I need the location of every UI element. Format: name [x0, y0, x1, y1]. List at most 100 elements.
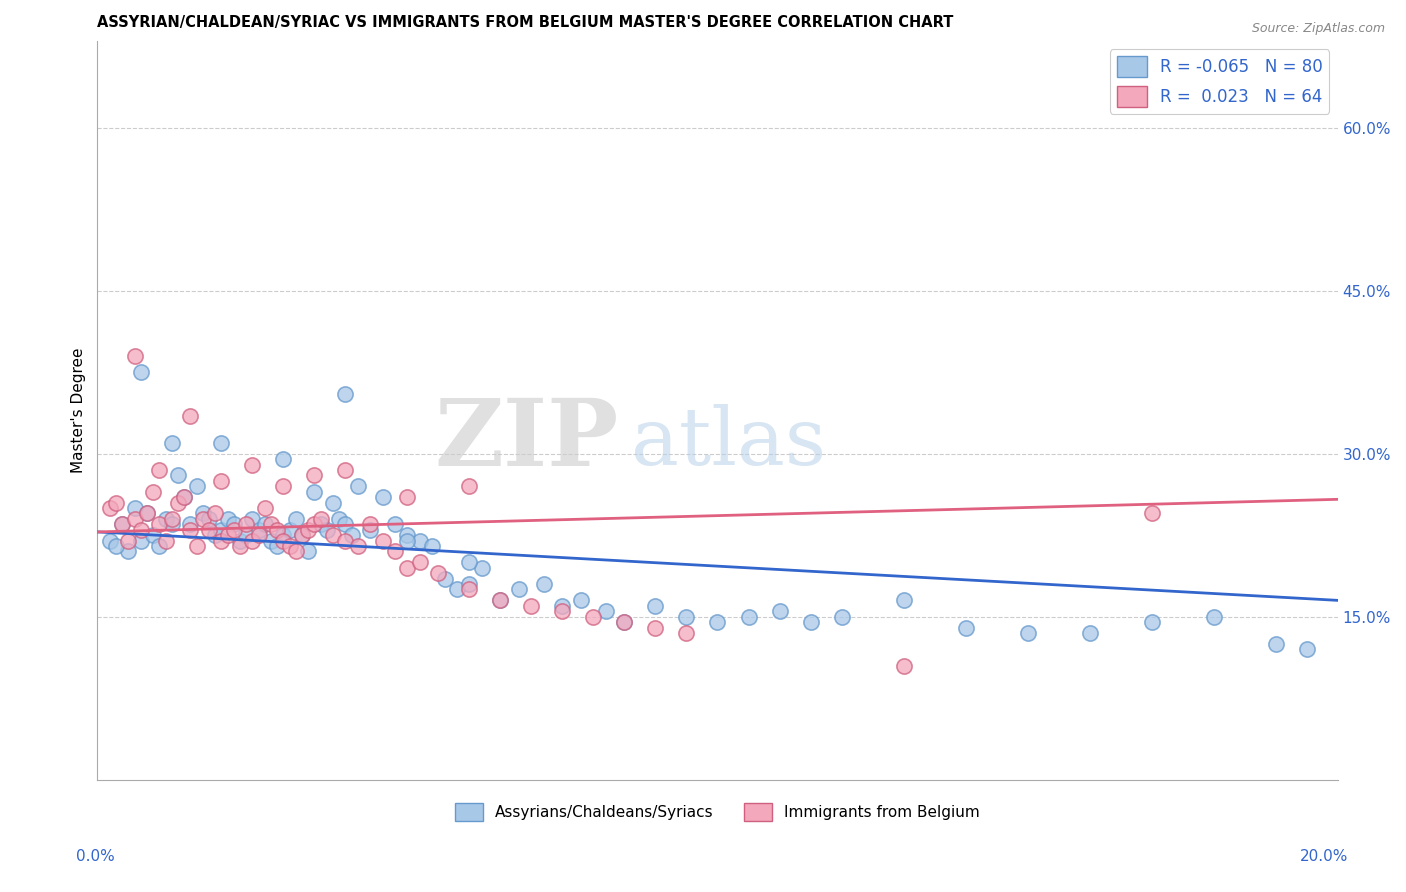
Text: 0.0%: 0.0% [76, 849, 115, 864]
Point [335, 517, 357, 532]
Point [229, 539, 252, 553]
Point [595, 604, 617, 618]
Point [98, 501, 121, 516]
Point [359, 523, 381, 537]
Point [427, 566, 450, 581]
Point [222, 523, 245, 537]
Point [409, 555, 432, 569]
Point [242, 512, 264, 526]
Point [198, 523, 221, 537]
Point [247, 523, 270, 537]
Point [304, 484, 326, 499]
Legend: Assyrians/Chaldeans/Syriacs, Immigrants from Belgium: Assyrians/Chaldeans/Syriacs, Immigrants … [449, 797, 986, 828]
Point [284, 512, 307, 526]
Point [533, 577, 555, 591]
Point [458, 577, 481, 591]
Point [124, 512, 146, 526]
Point [569, 593, 592, 607]
Point [346, 539, 368, 553]
Point [328, 512, 350, 526]
Point [98, 533, 121, 548]
Point [129, 523, 152, 537]
Point [179, 517, 201, 532]
Point [409, 533, 432, 548]
Point [117, 533, 139, 548]
Point [420, 539, 443, 553]
Point [315, 523, 337, 537]
Point [304, 517, 326, 532]
Point [191, 507, 214, 521]
Point [209, 533, 232, 548]
Point [396, 528, 419, 542]
Point [335, 533, 357, 548]
Point [551, 599, 574, 613]
Point [582, 609, 605, 624]
Point [160, 435, 183, 450]
Point [217, 528, 239, 542]
Point [136, 507, 159, 521]
Point [124, 349, 146, 363]
Point [335, 387, 357, 401]
Point [304, 468, 326, 483]
Point [142, 484, 165, 499]
Point [273, 479, 295, 493]
Y-axis label: Master's Degree: Master's Degree [72, 348, 86, 473]
Point [955, 620, 977, 634]
Point [160, 512, 183, 526]
Point [111, 517, 134, 532]
Point [1140, 507, 1163, 521]
Point [155, 512, 177, 526]
Point [489, 593, 512, 607]
Point [1078, 626, 1101, 640]
Point [396, 561, 419, 575]
Point [204, 528, 226, 542]
Point [737, 609, 759, 624]
Point [229, 533, 252, 548]
Point [148, 463, 170, 477]
Point [136, 507, 159, 521]
Point [155, 533, 177, 548]
Point [278, 523, 301, 537]
Point [129, 533, 152, 548]
Text: atlas: atlas [631, 404, 825, 483]
Point [1140, 615, 1163, 629]
Point [160, 517, 183, 532]
Point [297, 544, 319, 558]
Text: 20.0%: 20.0% [1301, 849, 1348, 864]
Point [186, 479, 208, 493]
Point [284, 544, 307, 558]
Point [117, 544, 139, 558]
Point [1295, 642, 1317, 657]
Point [273, 528, 295, 542]
Point [309, 512, 332, 526]
Point [489, 593, 512, 607]
Point [167, 468, 190, 483]
Point [458, 555, 481, 569]
Point [613, 615, 636, 629]
Point [396, 490, 419, 504]
Point [799, 615, 821, 629]
Point [148, 517, 170, 532]
Point [322, 528, 344, 542]
Point [446, 582, 468, 597]
Point [124, 501, 146, 516]
Point [706, 615, 728, 629]
Point [247, 528, 270, 542]
Point [235, 528, 257, 542]
Point [335, 463, 357, 477]
Point [1202, 609, 1225, 624]
Point [520, 599, 543, 613]
Point [167, 495, 190, 509]
Point [235, 517, 257, 532]
Point [209, 474, 232, 488]
Text: ASSYRIAN/CHALDEAN/SYRIAC VS IMMIGRANTS FROM BELGIUM MASTER'S DEGREE CORRELATION : ASSYRIAN/CHALDEAN/SYRIAC VS IMMIGRANTS F… [97, 15, 953, 30]
Point [644, 620, 666, 634]
Point [242, 458, 264, 472]
Text: ZIP: ZIP [434, 395, 619, 484]
Point [242, 533, 264, 548]
Point [471, 561, 494, 575]
Point [508, 582, 530, 597]
Point [179, 523, 201, 537]
Point [1017, 626, 1039, 640]
Point [322, 495, 344, 509]
